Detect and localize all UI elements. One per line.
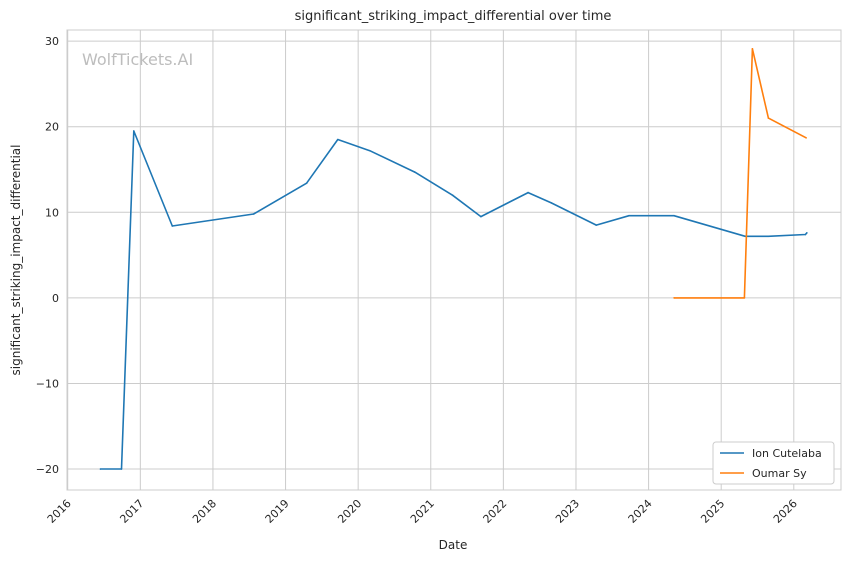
x-tick-label: 2019 xyxy=(263,497,292,526)
data-point-ion-cutelaba xyxy=(99,468,102,470)
y-tick-label: −10 xyxy=(36,377,59,390)
data-point-ion-cutelaba xyxy=(673,214,675,217)
x-tick-label: 2024 xyxy=(626,497,655,526)
data-point-ion-cutelaba xyxy=(527,191,529,194)
data-point-ion-cutelaba xyxy=(806,232,808,234)
x-tick-label: 2023 xyxy=(553,497,582,526)
y-axis-label: significant_striking_impact_differential xyxy=(9,145,23,376)
data-point-oumar-sy xyxy=(673,297,675,299)
series-line-oumar-sy xyxy=(674,47,807,299)
data-point-ion-cutelaba xyxy=(451,194,454,196)
y-tick-label: 30 xyxy=(45,35,59,48)
data-point-ion-cutelaba xyxy=(767,235,770,238)
x-tick-label: 2016 xyxy=(45,497,74,526)
watermark: WolfTickets.AI xyxy=(82,50,193,69)
data-point-ion-cutelaba xyxy=(413,171,416,173)
grid xyxy=(67,30,841,490)
x-tick-labels: 2016 2017 2018 2019 2020 2021 2022 2023 2024 2025… xyxy=(45,497,800,526)
data-point-ion-cutelaba xyxy=(628,214,630,217)
data-point-ion-cutelaba xyxy=(120,468,123,470)
chart-title: significant_striking_impact_differential… xyxy=(295,9,612,24)
x-tick-label: 2022 xyxy=(481,497,510,526)
data-point-ion-cutelaba xyxy=(595,224,598,226)
y-tick-label: 20 xyxy=(45,121,59,134)
legend-label-ion-cutelaba: Ion Cutelaba xyxy=(752,447,822,460)
y-tick-label: −20 xyxy=(36,463,59,476)
data-point-oumar-sy xyxy=(805,137,807,139)
data-point-ion-cutelaba xyxy=(337,138,339,141)
series-lines xyxy=(99,47,808,470)
data-point-ion-cutelaba xyxy=(171,225,174,227)
x-tick-label: 2025 xyxy=(698,497,727,526)
plot-frame xyxy=(66,29,842,491)
y-tick-label: 0 xyxy=(52,292,59,305)
y-tick-label: 10 xyxy=(45,206,59,219)
data-point-oumar-sy xyxy=(743,297,746,299)
y-tick-labels: −20 −10 0 10 20 30 xyxy=(36,35,59,476)
data-point-oumar-sy xyxy=(767,117,770,119)
x-tick-label: 2017 xyxy=(117,497,146,526)
data-point-oumar-sy xyxy=(751,48,754,50)
x-tick-label: 2018 xyxy=(190,497,219,526)
data-point-ion-cutelaba xyxy=(480,215,482,218)
x-axis-label: Date xyxy=(439,538,468,552)
x-tick-label: 2026 xyxy=(771,497,800,526)
data-point-ion-cutelaba xyxy=(252,213,255,215)
x-tick-label: 2021 xyxy=(408,497,437,526)
data-point-ion-cutelaba xyxy=(804,233,807,236)
data-point-ion-cutelaba xyxy=(744,235,746,238)
series-line-ion-cutelaba xyxy=(100,130,808,470)
data-point-ion-cutelaba xyxy=(305,182,308,184)
data-point-ion-cutelaba xyxy=(132,130,135,132)
x-tick-label: 2020 xyxy=(335,497,364,526)
legend: Ion Cutelaba Oumar Sy xyxy=(712,441,835,485)
data-point-ion-cutelaba xyxy=(550,202,553,204)
legend-label-oumar-sy: Oumar Sy xyxy=(752,467,807,480)
data-point-ion-cutelaba xyxy=(368,149,371,152)
